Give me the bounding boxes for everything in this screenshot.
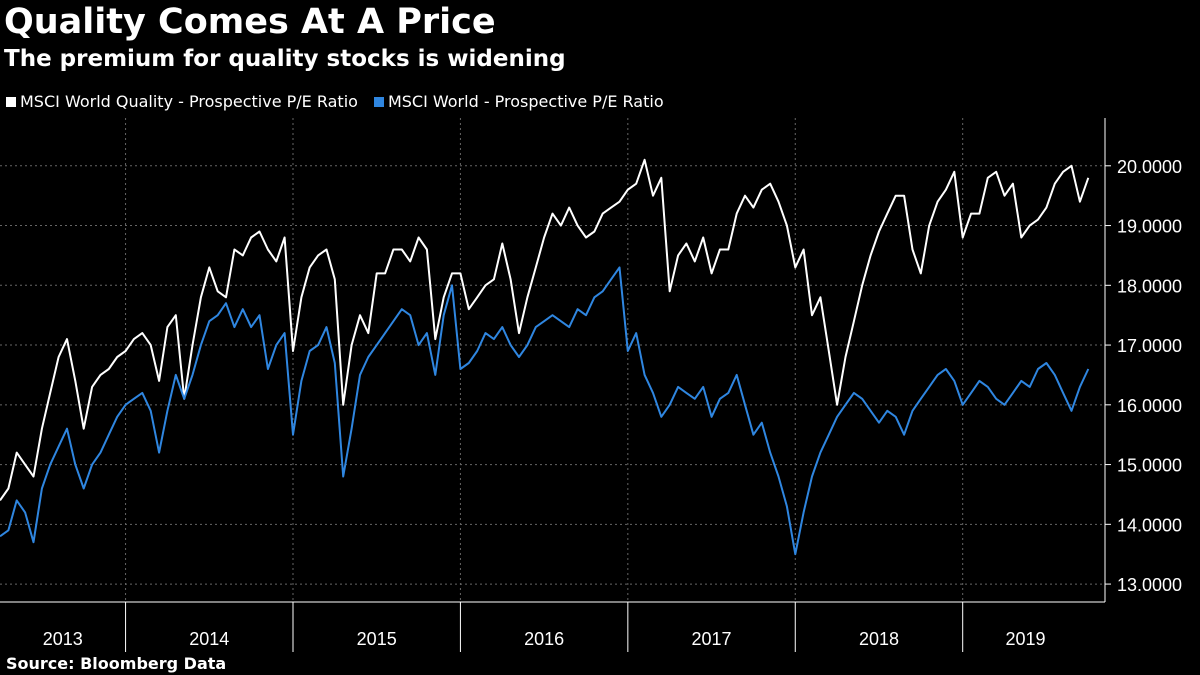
y-tick-label: 14.0000 xyxy=(1117,515,1182,535)
source-note: Source: Bloomberg Data xyxy=(6,654,227,673)
legend-label-world: MSCI World - Prospective P/E Ratio xyxy=(387,92,664,111)
x-year-label: 2017 xyxy=(692,629,732,649)
y-tick-label: 19.0000 xyxy=(1117,217,1182,237)
legend-item-quality: MSCI World Quality - Prospective P/E Rat… xyxy=(6,92,358,111)
chart-subtitle: The premium for quality stocks is wideni… xyxy=(4,46,566,72)
legend-item-world: MSCI World - Prospective P/E Ratio xyxy=(373,92,664,111)
legend-swatch-world xyxy=(373,96,384,107)
x-year-label: 2015 xyxy=(357,629,397,649)
y-tick-label: 13.0000 xyxy=(1117,575,1182,595)
y-tick-label: 17.0000 xyxy=(1117,336,1182,356)
x-year-label: 2013 xyxy=(43,629,83,649)
y-tick-label: 18.0000 xyxy=(1117,276,1182,296)
y-tick-label: 16.0000 xyxy=(1117,396,1182,416)
chart-title: Quality Comes At A Price xyxy=(4,2,496,42)
series-line-quality xyxy=(0,158,1090,501)
y-tick-label: 15.0000 xyxy=(1117,456,1182,476)
x-year-label: 2014 xyxy=(189,629,229,649)
legend: MSCI World Quality - Prospective P/E Rat… xyxy=(6,92,664,111)
legend-swatch-quality xyxy=(6,96,16,107)
series-line-world xyxy=(0,266,1090,556)
x-year-label: 2019 xyxy=(1005,629,1045,649)
y-tick-label: 20.0000 xyxy=(1117,157,1182,177)
legend-label-quality: MSCI World Quality - Prospective P/E Rat… xyxy=(20,92,358,111)
x-year-label: 2018 xyxy=(859,629,899,649)
x-year-label: 2016 xyxy=(524,629,564,649)
